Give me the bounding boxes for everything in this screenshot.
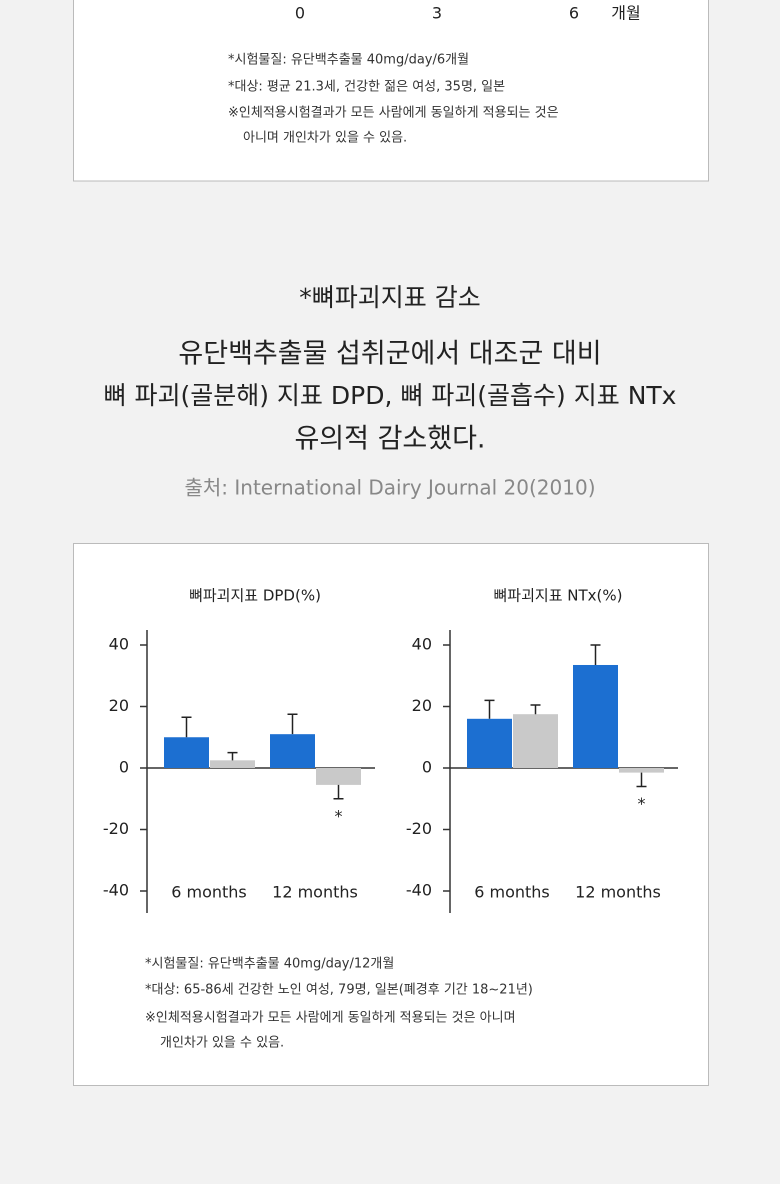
footnote: ※인체적용시험결과가 모든 사람에게 동일하게 적용되는 것은 아니며 [145, 1011, 516, 1026]
x-unit: 개월 [611, 4, 640, 23]
significance-label: * [335, 806, 343, 825]
y-tick-label: 0 [119, 758, 129, 777]
headline-title: *뼈파괴지표 감소 [299, 283, 480, 312]
error-bar [181, 716, 192, 738]
y-tick-label: 0 [422, 758, 432, 777]
headline-line: 뼈 파괴(골분해) 지표 DPD, 뼈 파괴(골흡수) 지표 NTx [104, 381, 677, 410]
source: 출처: International Dairy Journal 20(2010) [184, 476, 595, 500]
top-box [73, 0, 709, 182]
bar [210, 760, 255, 768]
chart-title: 뼈파괴지표 NTx(%) [494, 587, 623, 605]
y-tick-label: -20 [103, 819, 129, 838]
footnote: 개인차가 있을 수 있음. [160, 1036, 284, 1051]
bar [164, 737, 209, 768]
footnote: *시험물질: 유단백추출물 40mg/day/12개월 [145, 957, 394, 972]
y-tick-label: 40 [109, 635, 129, 654]
headline-line: 유의적 감소했다. [294, 424, 485, 455]
bar [316, 768, 361, 785]
y-tick-label: -20 [406, 819, 432, 838]
footnote: *대상: 65-86세 건강한 노인 여성, 79명, 일본(폐경후 기간 18… [145, 983, 533, 998]
bar [467, 718, 512, 768]
error-bar [636, 772, 647, 788]
bar [513, 714, 558, 768]
note: *대상: 평균 21.3세, 건강한 젊은 여성, 35명, 일본 [228, 80, 505, 95]
bar [573, 664, 618, 768]
y-tick-label: -40 [103, 881, 129, 900]
bar [619, 768, 664, 773]
x-tick-label: 6 months [171, 883, 247, 902]
x-tick-label: 12 months [575, 883, 661, 902]
significance-label: * [638, 794, 646, 813]
chart-title: 뼈파괴지표 DPD(%) [189, 587, 321, 605]
x-label: 3 [432, 4, 442, 23]
note: 아니며 개인차가 있을 수 있음. [243, 131, 407, 146]
x-tick-label: 12 months [272, 883, 358, 902]
x-tick-label: 6 months [474, 883, 550, 902]
error-bar [287, 713, 298, 735]
headline-line: 유단백추출물 섭취군에서 대조군 대비 [178, 339, 601, 370]
x-label: 6 [569, 4, 579, 23]
note: ※인체적용시험결과가 모든 사람에게 동일하게 적용되는 것은 [228, 106, 559, 121]
y-tick-label: 20 [412, 696, 432, 715]
y-tick-label: 20 [109, 696, 129, 715]
bar [270, 734, 315, 768]
error-bar [333, 784, 344, 800]
error-bar [590, 644, 601, 665]
chart-box [73, 543, 709, 1086]
error-bar [530, 704, 541, 715]
y-tick-label: -40 [406, 881, 432, 900]
error-bar [484, 699, 495, 719]
y-tick-label: 40 [412, 635, 432, 654]
x-label: 0 [295, 4, 305, 23]
error-bar [227, 751, 238, 761]
note: *시험물질: 유단백추출물 40mg/day/6개월 [228, 53, 469, 68]
